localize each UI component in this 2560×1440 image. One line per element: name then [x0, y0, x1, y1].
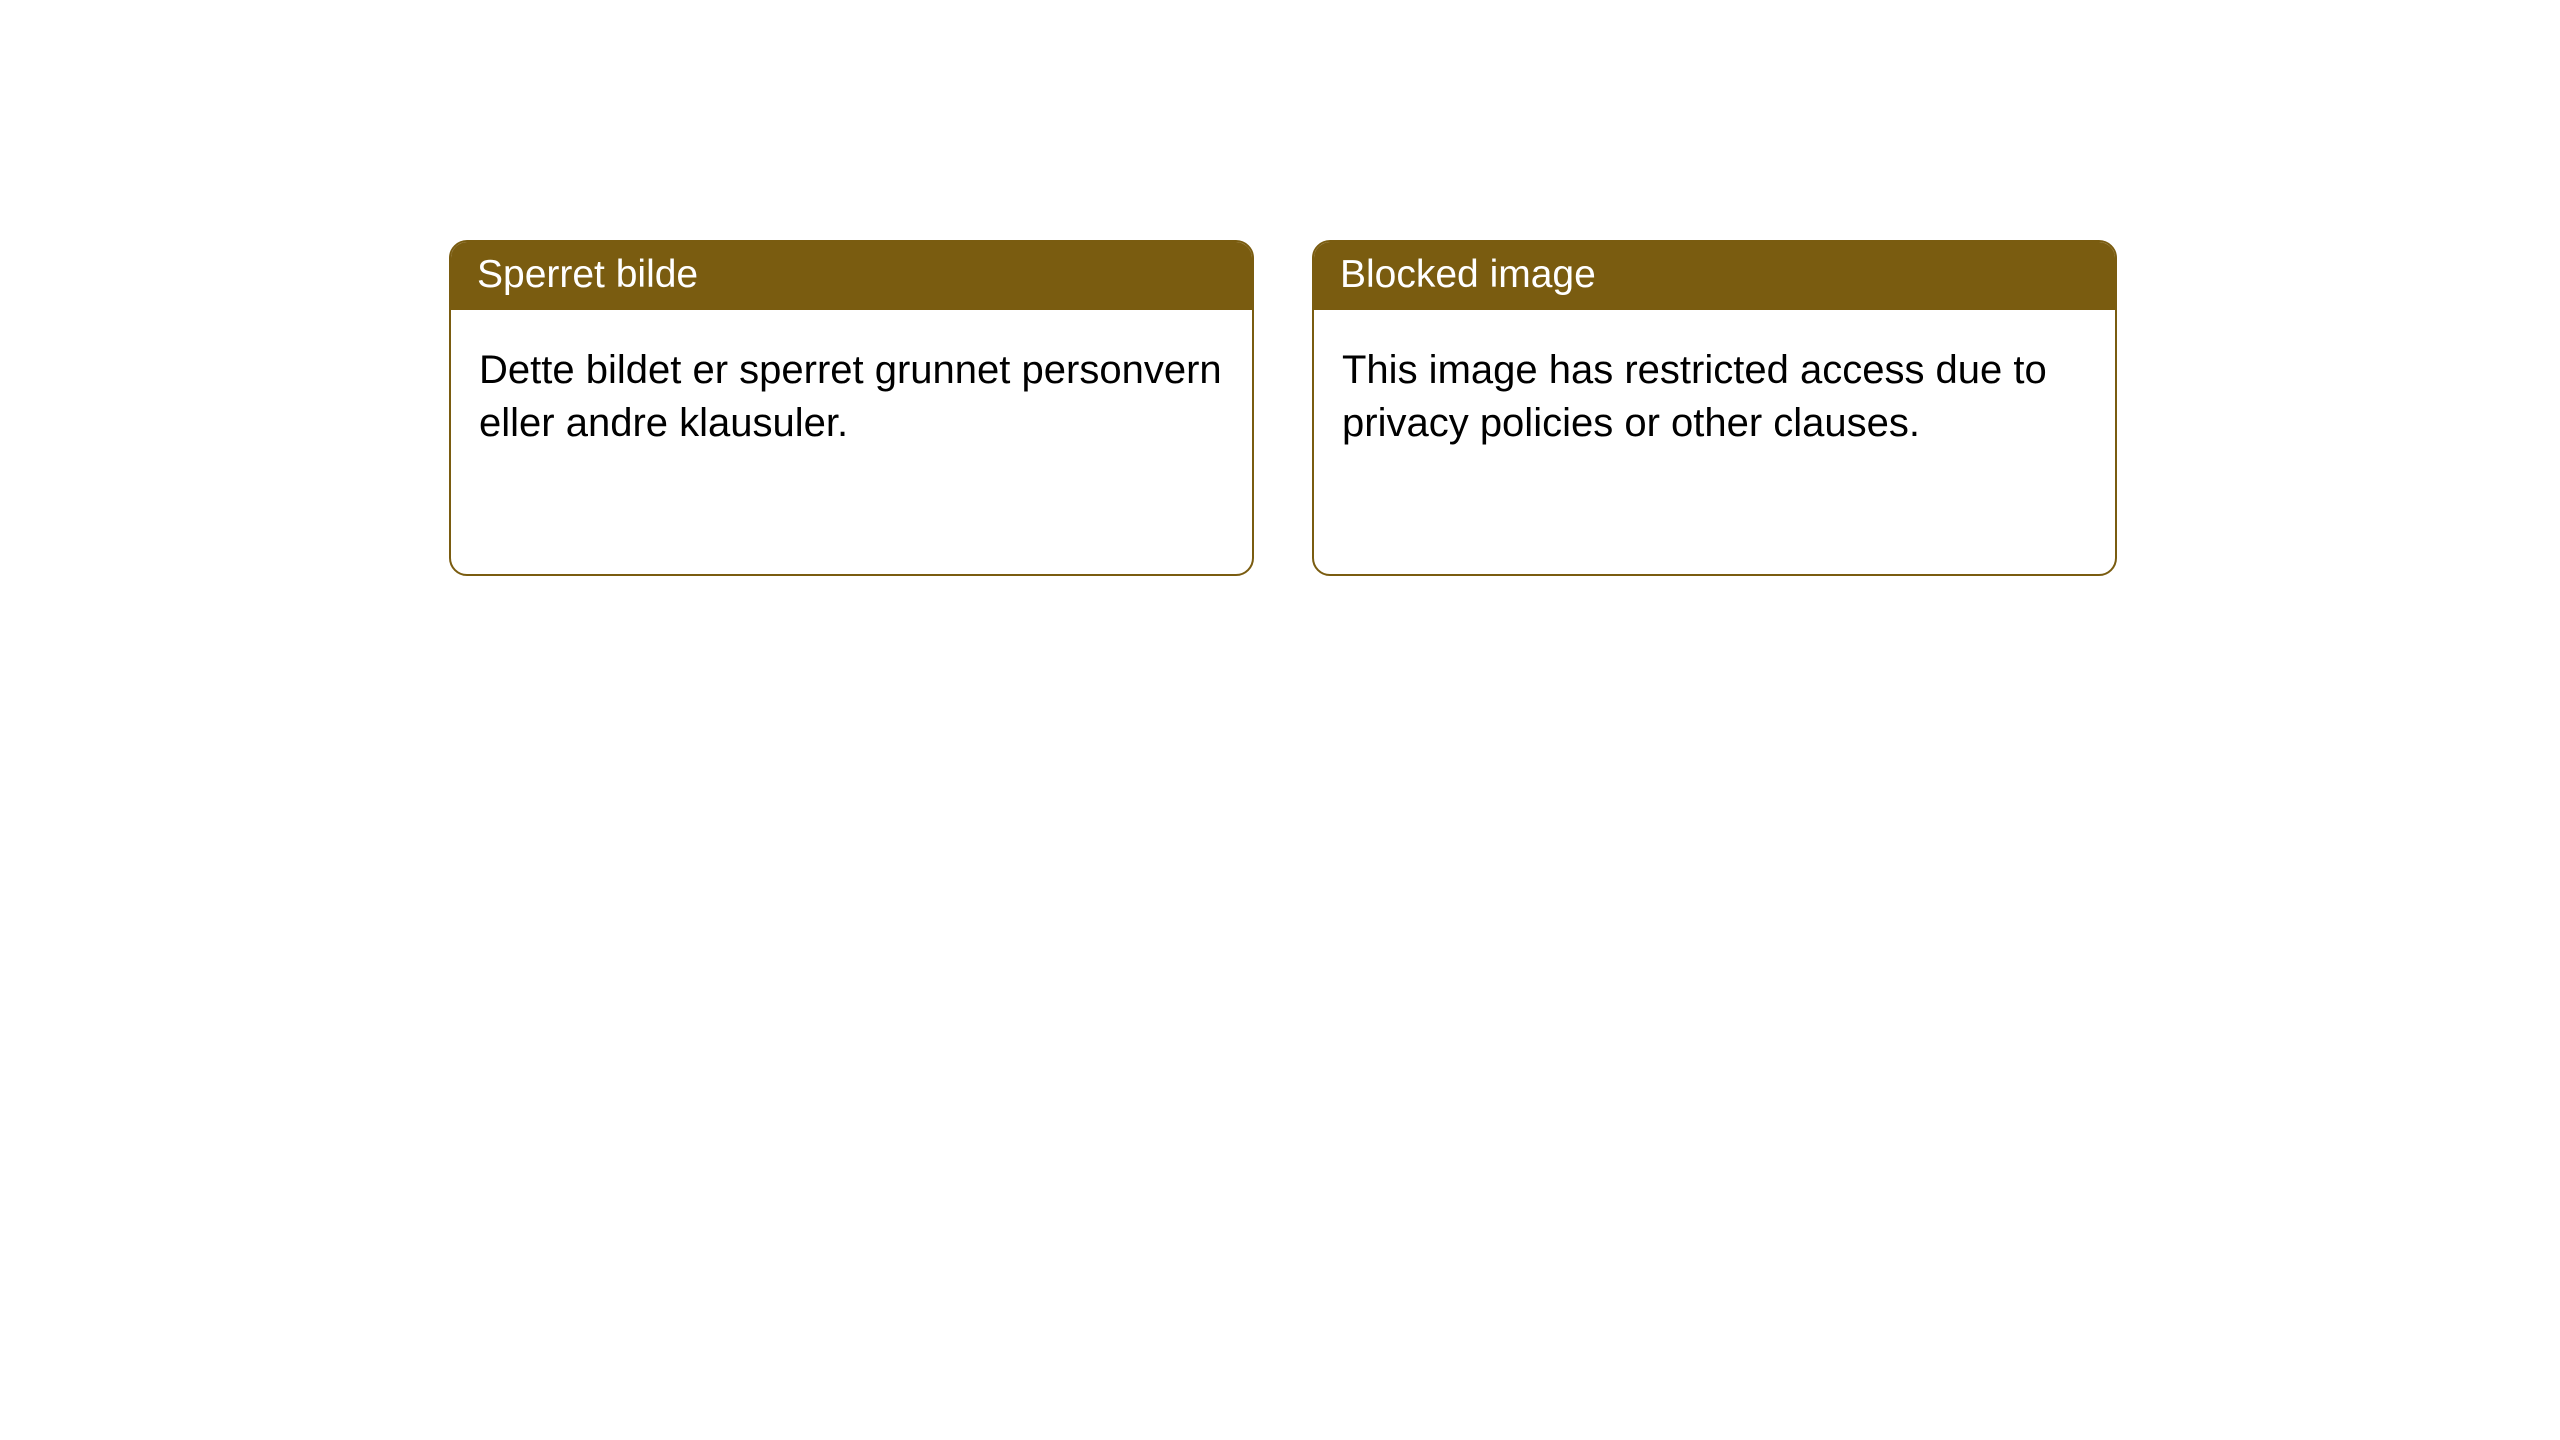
card-header-text: Blocked image: [1340, 253, 1596, 296]
card-body: This image has restricted access due to …: [1314, 310, 2115, 484]
card-header-text: Sperret bilde: [477, 253, 698, 296]
card-header: Blocked image: [1314, 242, 2115, 310]
notice-cards-container: Sperret bilde Dette bildet er sperret gr…: [0, 0, 2560, 576]
notice-card-norwegian: Sperret bilde Dette bildet er sperret gr…: [449, 240, 1254, 576]
card-body: Dette bildet er sperret grunnet personve…: [451, 310, 1252, 484]
notice-card-english: Blocked image This image has restricted …: [1312, 240, 2117, 576]
card-body-text: Dette bildet er sperret grunnet personve…: [479, 348, 1222, 445]
card-header: Sperret bilde: [451, 242, 1252, 310]
card-body-text: This image has restricted access due to …: [1342, 348, 2047, 445]
